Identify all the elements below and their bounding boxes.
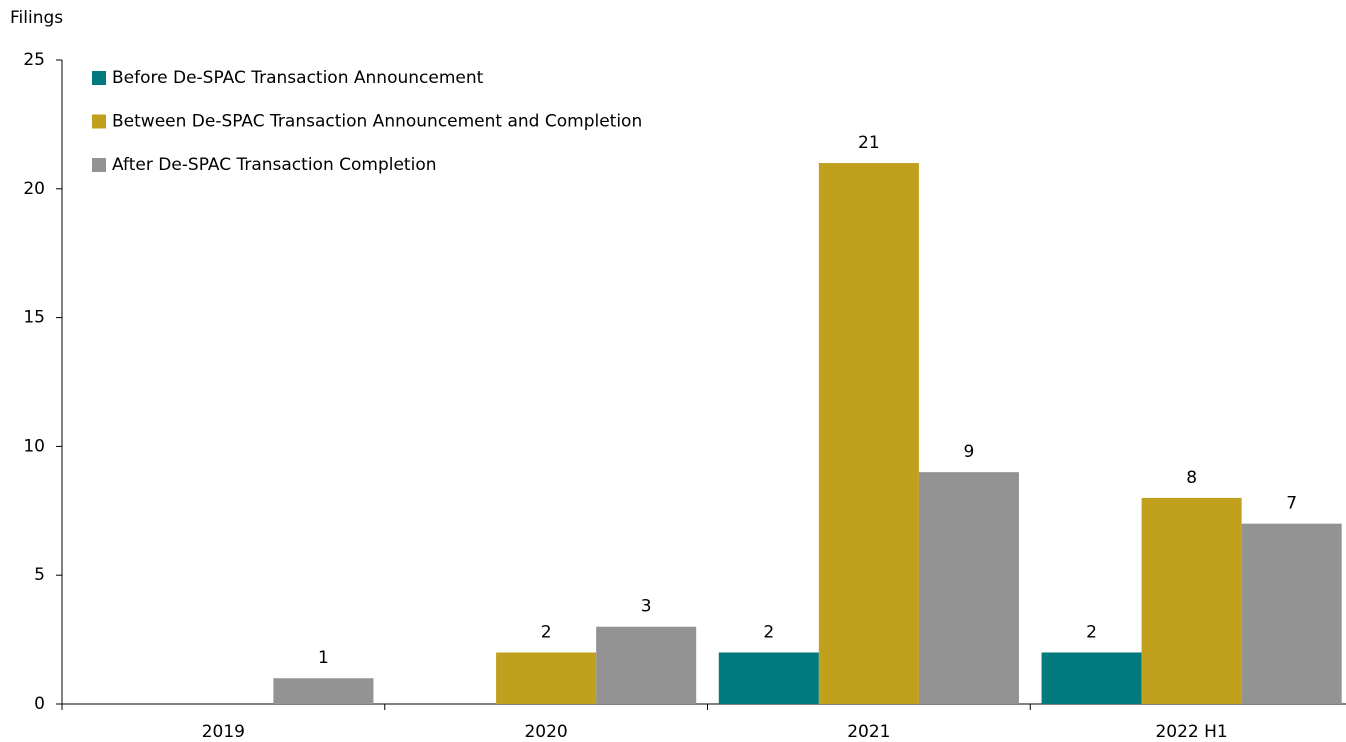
x-tick-label: 2022 H1 [1155,722,1227,742]
bar [818,163,919,705]
data-label: 2 [763,622,774,642]
bar [273,678,374,704]
data-label: 3 [641,597,652,617]
legend-swatch [92,158,106,172]
legend-label: Before De-SPAC Transaction Announcement [112,68,484,88]
legend-label: Between De-SPAC Transaction Announcement… [112,112,642,132]
data-label: 1 [318,648,329,668]
data-label: 7 [1286,494,1297,514]
data-label: 2 [541,622,552,642]
bar [496,652,597,704]
x-tick-label: 2021 [847,722,890,742]
y-tick-label: 20 [23,179,45,199]
x-tick-label: 2020 [524,722,567,742]
data-label: 9 [964,442,975,462]
data-label: 8 [1186,468,1197,488]
y-tick-label: 0 [34,694,45,714]
legend-swatch [92,114,106,129]
y-tick-label: 15 [23,308,45,328]
data-label: 21 [858,133,880,153]
bar [918,472,1019,704]
x-tick-label: 2019 [202,722,245,742]
legend-label: After De-SPAC Transaction Completion [112,155,437,175]
y-tick-label: 5 [34,565,45,585]
data-label: 2 [1086,622,1097,642]
bar [1141,497,1242,704]
bar [1241,523,1342,704]
bar [596,626,697,704]
y-tick-label: 25 [23,50,45,70]
bar [1041,652,1142,704]
y-axis-label: Filings [10,8,63,28]
legend-swatch [92,71,106,85]
bar [718,652,819,704]
y-tick-label: 10 [23,436,45,456]
